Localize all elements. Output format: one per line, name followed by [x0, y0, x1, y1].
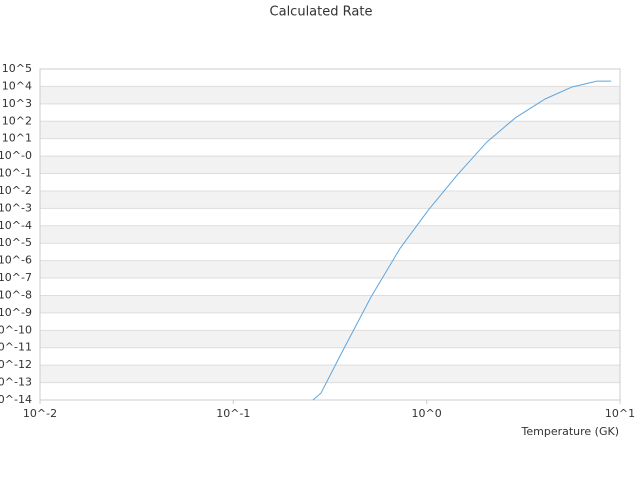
y-tick-label: 10^-10 [0, 323, 32, 336]
plot-background [40, 86, 620, 383]
chart-title: Calculated Rate [270, 5, 373, 20]
y-tick-label: 10^5 [2, 62, 32, 75]
grid-band [40, 190, 620, 209]
grid-band [40, 365, 620, 383]
plot-frame [39, 68, 621, 401]
y-tick-label: 10^-14 [0, 393, 32, 406]
y-tick-label: 10^-3 [0, 201, 32, 214]
grid-band [40, 330, 620, 348]
x-tick-label: 10^1 [605, 407, 635, 420]
grid-band [40, 295, 620, 313]
x-tick-label: 10^-2 [23, 407, 57, 420]
y-tick-label: 10^-12 [0, 358, 32, 371]
x-tick-label: 10^0 [412, 407, 442, 420]
grid-band [40, 86, 620, 104]
x-tick-label: 10^-1 [216, 407, 250, 420]
y-tick-label: 10^4 [2, 79, 32, 92]
data-line [312, 80, 612, 401]
y-tick-label: 10^-9 [0, 306, 32, 319]
y-tick-label: 10^1 [2, 132, 32, 145]
y-tick-label: 10^-13 [0, 376, 32, 389]
grid-band [40, 260, 620, 279]
y-tick-label: 10^-6 [0, 254, 32, 267]
y-tick-label: 10^-5 [0, 236, 32, 249]
y-tick-label: 10^-11 [0, 341, 32, 354]
y-tick-label: 10^2 [2, 114, 32, 127]
y-tick-label: 10^-7 [0, 271, 32, 284]
y-tick-label: 10^-1 [0, 167, 32, 180]
grid-band [40, 225, 620, 244]
y-tick-label: 10^-8 [0, 288, 32, 301]
grid-band [40, 156, 620, 174]
y-tick-label: 10^-4 [0, 219, 32, 232]
y-tick-label: 10^-0 [0, 149, 32, 162]
y-tick-label: 10^3 [2, 97, 32, 110]
x-axis-label: Temperature (GK) [521, 425, 620, 438]
grid-band [40, 121, 620, 139]
y-tick-label: 10^-2 [0, 184, 32, 197]
